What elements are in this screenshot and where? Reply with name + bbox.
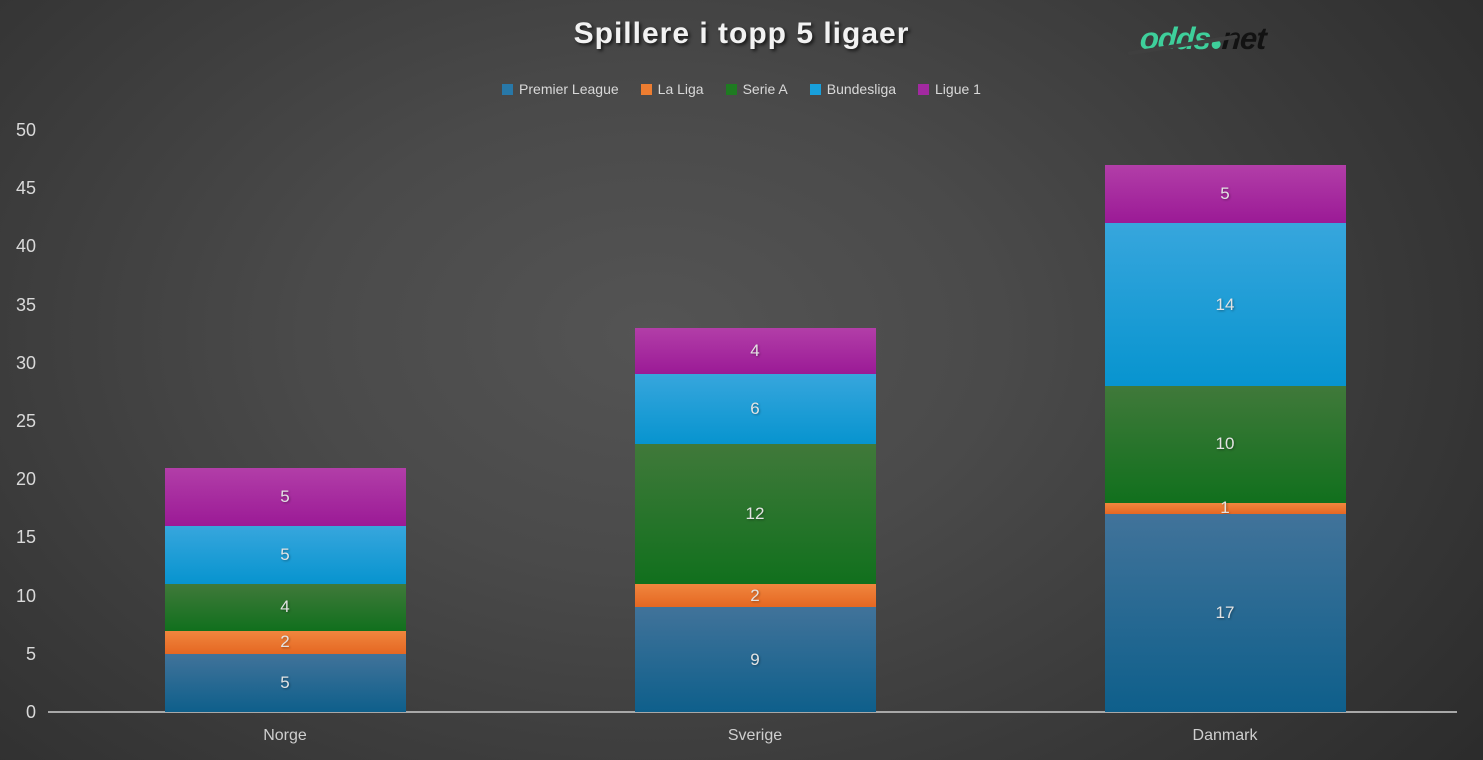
bar-segment-norge-ligue-1: 5	[164, 467, 406, 526]
legend-label: Premier League	[519, 81, 619, 97]
bar-segment-value: 5	[280, 672, 290, 692]
legend-item-bundesliga: Bundesliga	[809, 81, 897, 97]
legend-swatch-icon	[725, 83, 737, 95]
bar-segment-sverige-premier-league: 9	[634, 607, 876, 712]
legend-item-ligue-1: Ligue 1	[918, 81, 981, 97]
legend-label: Serie A	[742, 81, 788, 97]
bar-segment-value: 4	[750, 341, 760, 361]
bar-segment-danmark-serie-a: 10	[1104, 386, 1346, 503]
bar-segment-value: 17	[1215, 603, 1235, 623]
y-tick-label: 50	[15, 120, 36, 140]
bar-segment-danmark-ligue-1: 5	[1104, 164, 1346, 224]
bar-segment-value: 6	[750, 399, 760, 419]
bar-segment-value: 12	[745, 504, 765, 524]
bar-segment-sverige-la-liga: 2	[634, 583, 876, 608]
bar-segment-value: 5	[1220, 184, 1230, 204]
y-tick-label: 0	[25, 702, 36, 722]
bar-segment-value: 9	[750, 649, 760, 669]
legend-swatch-icon	[918, 83, 930, 95]
bar-segment-norge-bundesliga: 5	[164, 525, 406, 584]
bar-norge: 5 2 4 5 5	[164, 467, 406, 712]
chart-legend: Premier League La Liga Serie A Bundesliga Li…	[0, 81, 1483, 97]
chart-title: Spillere i topp 5 ligaer	[573, 17, 910, 50]
y-tick-label: 15	[15, 527, 36, 548]
y-tick-label: 20	[15, 469, 36, 490]
bar-segment-value: 2	[280, 632, 290, 652]
bar-segment-value: 10	[1215, 434, 1235, 454]
x-category-label-norge: Norge	[263, 727, 307, 744]
y-tick-label: 10	[15, 585, 36, 606]
legend-item-serie-a: Serie A	[725, 81, 788, 97]
bar-segment-value: 5	[280, 486, 290, 506]
bar-segment-value: 5	[280, 544, 290, 564]
bar-segment-danmark-la-liga: 1	[1104, 498, 1346, 517]
y-tick-label: 45	[15, 178, 36, 199]
y-tick-label: 5	[25, 643, 36, 664]
bar-segment-value: 2	[750, 585, 760, 605]
bar-segment-value: 4	[280, 597, 290, 617]
bar-segment-sverige-ligue-1: 4	[634, 327, 876, 375]
legend-swatch-icon	[809, 83, 821, 95]
legend-item-la-liga: La Liga	[640, 81, 704, 97]
bar-segment-value: 14	[1215, 294, 1235, 314]
bar-segment-norge-serie-a: 4	[164, 584, 406, 631]
legend-label: La Liga	[657, 81, 704, 97]
bar-sverige: 9 2 12 6 4	[634, 327, 876, 712]
legend-swatch-icon	[502, 83, 514, 95]
bar-segment-danmark-premier-league: 17	[1104, 514, 1346, 712]
legend-item-premier-league: Premier League	[502, 81, 619, 97]
legend-swatch-icon	[640, 83, 652, 95]
x-category-label-sverige: Sverige	[727, 727, 783, 744]
bar-segment-norge-premier-league: 5	[164, 653, 406, 712]
bar-segment-danmark-bundesliga: 14	[1104, 223, 1346, 387]
oddsnet-logo: odds net	[1127, 21, 1267, 59]
y-tick-label: 25	[15, 411, 36, 431]
bar-segment-norge-la-liga: 2	[164, 630, 406, 654]
bar-danmark: 17 1 10 14 5	[1104, 164, 1346, 712]
bar-segment-sverige-bundesliga: 6	[634, 374, 876, 445]
y-tick-label: 40	[15, 236, 36, 257]
x-axis-line	[48, 711, 1457, 713]
y-tick-label: 35	[15, 294, 36, 315]
x-category-label-danmark: Danmark	[1192, 727, 1258, 744]
bar-segment-value: 1	[1220, 498, 1230, 518]
legend-label: Bundesliga	[826, 81, 897, 97]
y-tick-label: 30	[15, 352, 36, 373]
legend-label: Ligue 1	[935, 81, 981, 97]
bar-segment-sverige-serie-a: 12	[634, 444, 876, 584]
